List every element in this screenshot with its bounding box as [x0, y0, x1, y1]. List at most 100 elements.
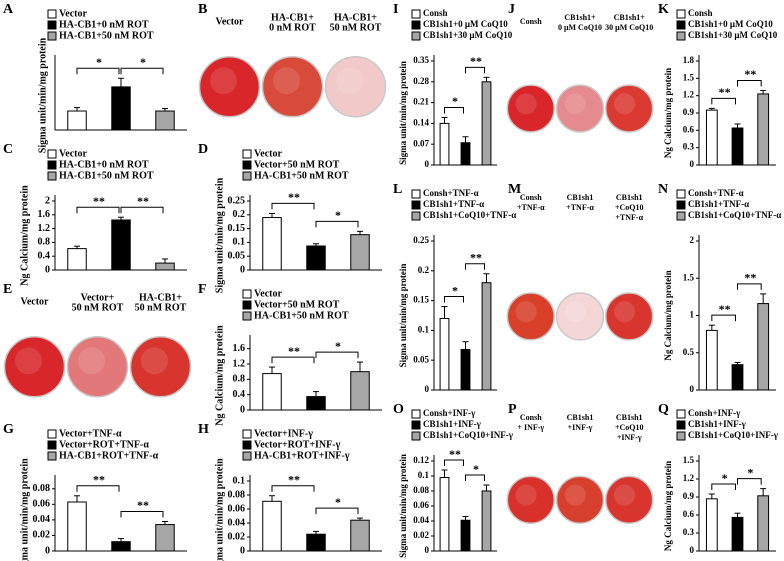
- legend-swatch: [411, 189, 421, 199]
- legend-label: CB1sh1+30 μM CoQ10: [688, 30, 778, 40]
- bar: [155, 524, 175, 552]
- significance-bracket: [271, 485, 315, 492]
- bar: [439, 477, 450, 552]
- y-axis-label: Sigma unit/min/mg protein: [37, 37, 48, 153]
- bar: [705, 498, 718, 552]
- significance-bracket: [315, 220, 359, 228]
- bar: [350, 234, 370, 271]
- well-image: [3, 336, 66, 398]
- significance-bracket: [737, 283, 762, 290]
- panel-label: P: [508, 402, 517, 417]
- legend-swatch: [47, 149, 57, 159]
- well-highlight: [273, 67, 300, 95]
- significance-mark: **: [719, 302, 731, 316]
- legend-swatch: [47, 440, 57, 450]
- legend-swatch: [411, 431, 421, 441]
- y-tick-label: 0.25: [228, 195, 246, 206]
- significance-mark: *: [452, 283, 458, 297]
- y-axis-label: Sigma unit/min/mg protein: [19, 458, 30, 561]
- well-label: CB1sh1: [567, 413, 594, 422]
- significance-mark: *: [722, 471, 728, 485]
- significance-mark: **: [288, 344, 300, 358]
- bar: [439, 122, 450, 166]
- legend-label: CB1sh1+INF-γ: [423, 419, 482, 429]
- legend-label: CB1sh1+0 μM CoQ10: [688, 19, 773, 29]
- legend-label: HA-CB1+ROT+INF-γ: [254, 450, 350, 461]
- y-tick-label: 0.07: [413, 138, 429, 148]
- significance-mark: **: [288, 190, 300, 204]
- panel-label: O: [393, 402, 404, 417]
- y-axis-label: Sigma unit/min/mg protein: [398, 264, 408, 368]
- legend-swatch: [242, 311, 252, 321]
- y-tick-label: 0.3: [683, 142, 695, 152]
- legend-swatch: [676, 9, 686, 19]
- bar: [460, 519, 471, 552]
- panel-label: I: [393, 2, 398, 17]
- y-axis-label: Sigma unit/min/mg protein: [398, 61, 408, 165]
- legend-label: Consh+INF-γ: [423, 408, 476, 418]
- y-tick-label: 0.04: [413, 515, 429, 525]
- significance-mark: *: [473, 462, 479, 476]
- panel-label: Q: [658, 402, 669, 417]
- significance-bracket: [465, 66, 485, 74]
- y-tick-label: 0.3: [683, 527, 695, 537]
- well-label: CB1sh1+: [564, 13, 596, 22]
- legend-swatch: [47, 160, 57, 170]
- y-tick-label: 0: [45, 264, 50, 275]
- well-label: 0 μM CoQ10: [558, 23, 602, 32]
- y-tick-label: 0.1: [418, 324, 430, 334]
- well-label: Consh: [520, 413, 542, 422]
- y-tick-label: 1.2: [683, 473, 695, 483]
- panel-label: G: [3, 422, 14, 437]
- bar: [111, 219, 131, 271]
- significance-mark: *: [335, 339, 341, 353]
- y-tick-label: 1.5: [683, 272, 695, 282]
- legend-label: Vector+50 nM ROT: [254, 299, 340, 310]
- y-tick-label: 0.02: [413, 530, 429, 540]
- legend-swatch: [676, 31, 686, 41]
- well-label: +INF-γ: [568, 423, 593, 432]
- legend-swatch: [47, 31, 57, 41]
- y-axis-label: Ng Calcium/mg protein: [19, 185, 30, 286]
- well-label: Consh: [520, 17, 542, 26]
- bar: [350, 371, 370, 411]
- legend-swatch: [47, 9, 57, 19]
- significance-mark: **: [470, 54, 482, 68]
- well-label: 0 nM ROT: [269, 22, 316, 33]
- significance-bracket: [271, 356, 315, 364]
- y-tick-label: 1.2: [38, 223, 51, 234]
- y-tick-label: 1.2: [683, 90, 695, 100]
- well-label: HA-CB1+: [334, 12, 377, 23]
- significance-mark: **: [744, 67, 756, 81]
- legend-swatch: [676, 211, 686, 221]
- y-tick-label: 0.08: [413, 485, 429, 495]
- significance-bracket: [465, 263, 485, 270]
- y-tick-label: 0.15: [413, 295, 429, 305]
- bar: [262, 217, 282, 271]
- y-tick-label: 0.1: [233, 237, 246, 248]
- bar: [111, 541, 131, 552]
- bar: [67, 501, 87, 552]
- panel-label: J: [508, 2, 515, 17]
- y-tick-label: 0.05: [413, 354, 429, 364]
- bar: [731, 516, 744, 552]
- bar: [262, 373, 282, 411]
- well-label: CB1sh1: [616, 193, 643, 202]
- well-label: +CoQ10: [615, 203, 644, 212]
- well-highlight: [613, 484, 636, 506]
- y-tick-label: 0: [425, 545, 430, 555]
- y-tick-label: 1.6: [38, 209, 51, 220]
- bar: [306, 245, 326, 271]
- legend-label: HA-CB1+50 nM ROT: [254, 170, 349, 181]
- well-label: +TNF-α: [517, 203, 545, 212]
- y-tick-label: 0.12: [413, 455, 429, 465]
- legend-label: HA-CB1+50 nM ROT: [59, 170, 154, 181]
- significance-mark: **: [137, 498, 149, 512]
- well-label: CB1sh1: [567, 193, 594, 202]
- panel-label: N: [658, 182, 668, 197]
- legend-label: Vector: [59, 148, 88, 159]
- y-tick-label: 0.5: [683, 347, 695, 357]
- y-tick-label: 0.2: [418, 265, 430, 275]
- legend-swatch: [676, 20, 686, 30]
- well-image: [555, 292, 605, 341]
